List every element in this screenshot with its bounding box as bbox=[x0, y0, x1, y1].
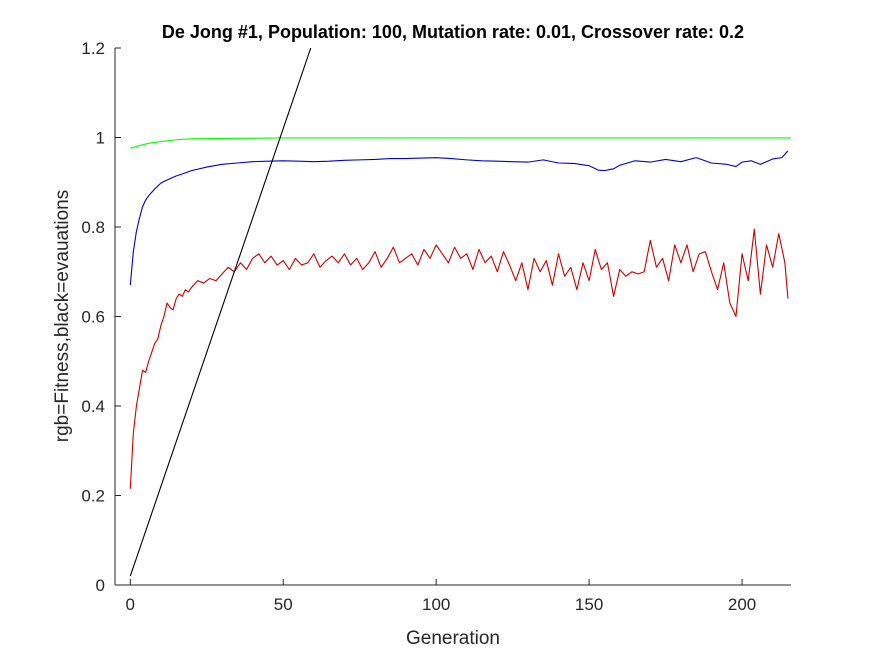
chart-title: De Jong #1, Population: 100, Mutation ra… bbox=[162, 22, 744, 42]
series-line-4 bbox=[129, 48, 312, 577]
series-line-2 bbox=[129, 150, 789, 286]
axes: 0 50 100 150 200 0 0.2 0.4 0.6 0.8 1 1.2 bbox=[81, 39, 791, 614]
series-line-3 bbox=[129, 228, 789, 489]
y-tick-label: 1.2 bbox=[81, 39, 105, 58]
plot-area bbox=[115, 48, 791, 585]
x-tick-label: 150 bbox=[575, 595, 603, 614]
x-tick-label: 50 bbox=[274, 595, 293, 614]
series-line-1 bbox=[130, 137, 791, 149]
y-tick-label: 0.4 bbox=[81, 397, 105, 416]
y-axis-title: rgb=Fitness,black=evauations bbox=[52, 190, 73, 442]
y-tick-label: 1 bbox=[96, 129, 105, 148]
x-tick-label: 0 bbox=[126, 595, 135, 614]
y-tick-label: 0 bbox=[96, 576, 105, 595]
series-lines bbox=[129, 48, 791, 577]
y-tick-label: 0.6 bbox=[81, 308, 105, 327]
x-tick-label: 200 bbox=[728, 595, 756, 614]
y-tick-label: 0.2 bbox=[81, 487, 105, 506]
x-tick-label: 100 bbox=[422, 595, 450, 614]
x-axis-title: Generation bbox=[406, 628, 500, 649]
y-tick-label: 0.8 bbox=[81, 218, 105, 237]
